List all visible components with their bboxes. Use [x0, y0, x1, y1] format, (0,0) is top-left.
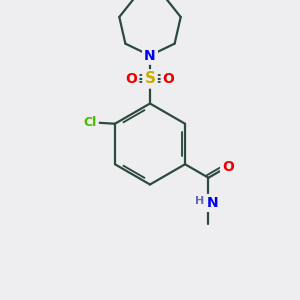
Text: O: O — [163, 72, 175, 86]
Text: N: N — [207, 196, 219, 210]
Text: Cl: Cl — [84, 116, 97, 129]
Text: S: S — [145, 71, 155, 86]
Text: H: H — [195, 196, 205, 206]
Text: O: O — [222, 160, 234, 173]
Text: N: N — [144, 49, 156, 62]
Text: O: O — [125, 72, 137, 86]
Text: N: N — [144, 49, 156, 62]
